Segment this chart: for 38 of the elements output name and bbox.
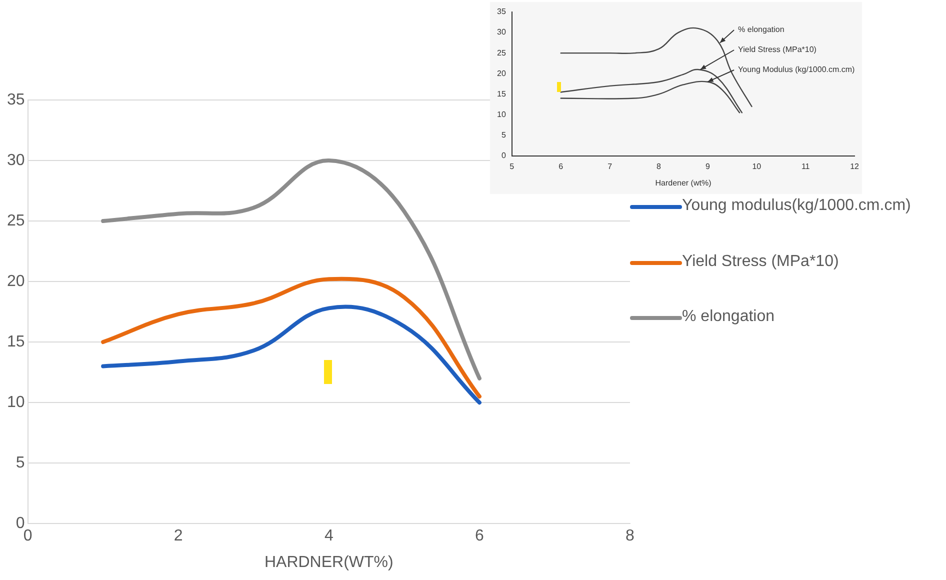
legend-label: Young modulus(kg/1000.cm.cm) bbox=[682, 196, 912, 216]
y-tick-label: 25 bbox=[7, 212, 25, 230]
x-tick-label: 12 bbox=[850, 162, 860, 171]
y-tick-label: 30 bbox=[7, 152, 25, 169]
y-tick-label: 0 bbox=[16, 515, 25, 532]
y-tick-label: 5 bbox=[501, 130, 506, 140]
y-tick-label: 20 bbox=[496, 68, 506, 78]
y-tick-label: 10 bbox=[7, 394, 25, 411]
x-tick-label: 4 bbox=[324, 528, 334, 545]
line-series bbox=[101, 276, 482, 399]
x-tick-label: 8 bbox=[656, 162, 662, 171]
x-tick-label: 9 bbox=[705, 162, 710, 171]
annotation: % elongation bbox=[738, 25, 784, 34]
legend-label: % elongation bbox=[682, 307, 776, 328]
annotation: Young Modulus (kg/1000.cm.cm) bbox=[738, 65, 856, 74]
x-axis-title: HARDNER(WT%) bbox=[264, 554, 394, 571]
y-tick-label: 35 bbox=[7, 91, 25, 108]
x-tick-label: 2 bbox=[174, 528, 183, 545]
x-tick-label: 10 bbox=[752, 162, 762, 171]
line-series bbox=[101, 158, 482, 380]
x-tick-label: 11 bbox=[801, 162, 810, 171]
x-tick-label: 8 bbox=[626, 528, 635, 545]
y-tick-label: 10 bbox=[496, 110, 506, 119]
x-tick-label: 5 bbox=[510, 162, 515, 171]
y-tick-label: 15 bbox=[7, 333, 25, 350]
x-tick-label: 6 bbox=[558, 162, 564, 171]
y-tick-label: 35 bbox=[496, 7, 506, 16]
x-tick-label: 6 bbox=[474, 528, 484, 545]
y-tick-label: 0 bbox=[501, 151, 506, 160]
y-tick-label: 5 bbox=[16, 454, 25, 472]
y-tick-label: 25 bbox=[496, 48, 506, 58]
y-tick-label: 20 bbox=[7, 272, 25, 290]
x-axis-title: Hardener (wt%) bbox=[655, 178, 712, 188]
y-tick-label: 30 bbox=[496, 28, 506, 37]
y-tick-label: 15 bbox=[496, 89, 506, 98]
legend-label: Yield Stress (MPa*10) bbox=[682, 252, 840, 272]
annotation: Yield Stress (MPa*10) bbox=[738, 45, 817, 54]
x-tick-label: 7 bbox=[608, 162, 613, 171]
